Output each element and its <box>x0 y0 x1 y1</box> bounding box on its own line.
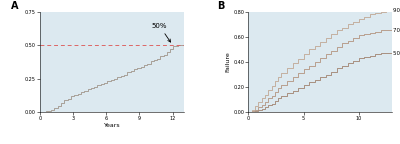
X-axis label: Years: Years <box>104 123 120 128</box>
Text: 50 yrs: 50 yrs <box>393 51 400 56</box>
Text: 50%: 50% <box>152 23 170 42</box>
Text: B: B <box>217 1 224 11</box>
Y-axis label: Failure: Failure <box>226 52 230 72</box>
Text: 90 yrs: 90 yrs <box>393 8 400 13</box>
Text: 70 yrs: 70 yrs <box>393 28 400 33</box>
Text: A: A <box>11 1 19 11</box>
